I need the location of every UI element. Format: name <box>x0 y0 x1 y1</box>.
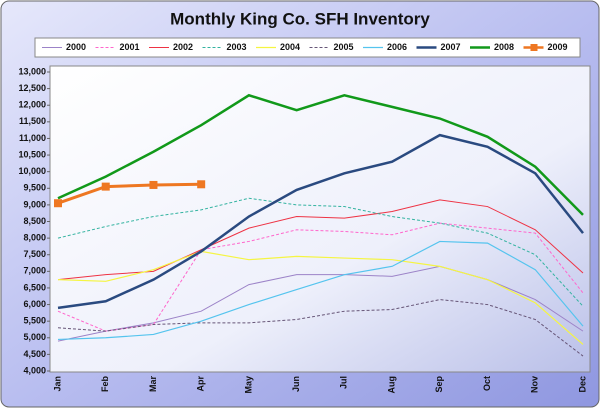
y-tick-label: 7,000 <box>23 266 46 276</box>
series-line <box>57 299 584 357</box>
chart-title: Monthly King Co. SFH Inventory <box>170 9 430 28</box>
x-tick-label: Jul <box>339 376 349 389</box>
y-tick-label: 4,000 <box>23 365 46 375</box>
series-line <box>57 93 584 216</box>
y-tick-label: 12,000 <box>18 100 46 110</box>
marker <box>54 199 62 208</box>
y-tick-label: 10,000 <box>18 166 46 176</box>
legend-label: 2007 <box>441 42 461 52</box>
y-tick-label: 5,000 <box>23 332 46 342</box>
x-tick-label: Jan <box>52 376 62 392</box>
legend-label: 2001 <box>120 42 140 52</box>
series-line <box>57 182 202 205</box>
x-tick-label: Sep <box>434 376 444 393</box>
x-tick-label: Feb <box>100 376 110 393</box>
legend-label: 2003 <box>227 42 247 52</box>
y-tick-label: 4,500 <box>23 349 46 359</box>
marker <box>197 180 206 189</box>
legend-label: 2005 <box>334 42 354 52</box>
y-tick-label: 11,500 <box>19 116 46 126</box>
marker <box>101 182 110 191</box>
y-tick-label: 10,500 <box>18 149 46 159</box>
y-tick-label: 7,500 <box>23 249 46 259</box>
legend-box <box>34 37 581 58</box>
legend-label: 2009 <box>548 42 568 52</box>
y-tick-label: 8,500 <box>23 216 46 226</box>
x-tick-label: Oct <box>482 376 492 391</box>
y-tick-label: 11,000 <box>19 133 46 143</box>
y-tick-label: 8,000 <box>23 232 46 242</box>
y-tick-label: 9,000 <box>23 199 46 209</box>
legend-label: 2002 <box>173 42 193 52</box>
marker <box>149 180 158 189</box>
y-tick-label: 5,500 <box>23 316 46 326</box>
plot-area <box>49 65 591 373</box>
x-tick-label: Mar <box>148 376 158 393</box>
legend-label: 2004 <box>280 42 300 52</box>
y-tick-label: 6,500 <box>23 282 46 292</box>
legend-label: 2008 <box>494 42 514 52</box>
legend-marker <box>530 44 538 51</box>
series-line <box>57 133 584 310</box>
x-tick-label: Jun <box>291 376 301 392</box>
x-tick-label: May <box>243 376 253 394</box>
legend-label: 2006 <box>387 42 407 52</box>
x-tick-label: Aug <box>386 376 396 394</box>
series-line <box>57 240 584 341</box>
y-tick-label: 6,000 <box>23 299 46 309</box>
series-line <box>57 250 584 345</box>
legend-label: 2000 <box>66 42 86 52</box>
y-tick-label: 12,500 <box>18 83 46 93</box>
y-tick-label: 13,000 <box>18 66 46 76</box>
y-tick-label: 9,500 <box>23 183 46 193</box>
x-tick-label: Apr <box>196 376 206 392</box>
x-tick-label: Nov <box>530 376 540 393</box>
x-tick-label: Dec <box>577 376 587 393</box>
series-line <box>57 197 584 307</box>
